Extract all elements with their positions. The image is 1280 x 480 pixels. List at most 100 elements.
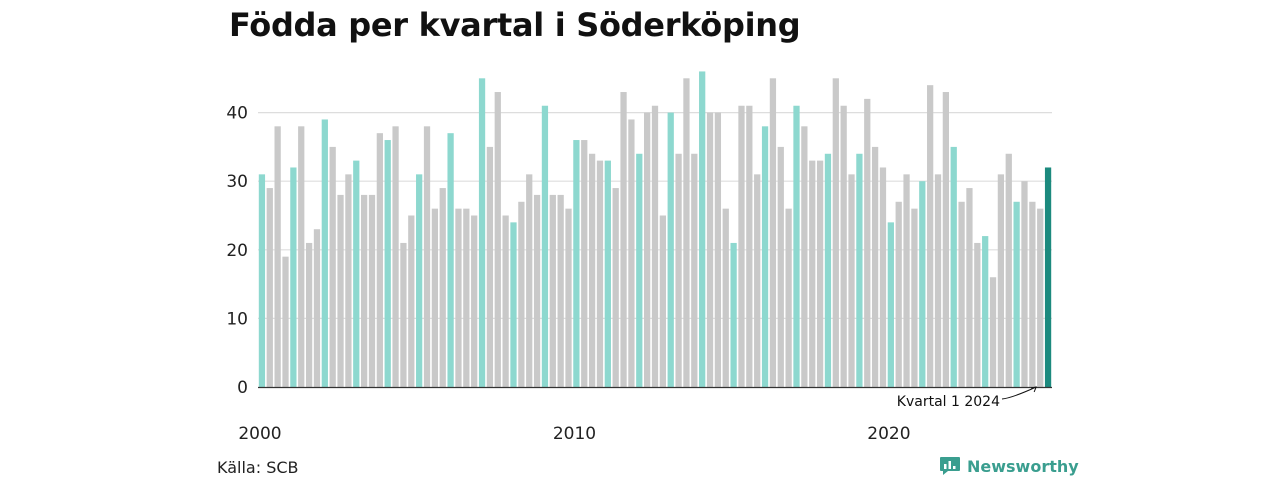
bar bbox=[691, 153, 698, 387]
bar bbox=[400, 242, 407, 387]
bar bbox=[644, 112, 651, 387]
bar bbox=[809, 160, 816, 387]
bars bbox=[258, 71, 1052, 388]
newsworthy-logo[interactable]: Newsworthy bbox=[939, 456, 1079, 476]
bar bbox=[777, 146, 784, 387]
bar bbox=[455, 208, 462, 387]
bar bbox=[989, 277, 997, 387]
bar bbox=[423, 126, 431, 387]
y-tick-label: 30 bbox=[226, 172, 248, 192]
bar bbox=[832, 78, 839, 388]
bar bbox=[730, 242, 737, 387]
annotation-arrowhead bbox=[1031, 386, 1037, 393]
bar bbox=[659, 215, 666, 387]
bar bbox=[1005, 153, 1012, 387]
bar bbox=[785, 208, 792, 387]
bar bbox=[856, 153, 863, 387]
bar bbox=[416, 174, 423, 387]
source-label: Källa: SCB bbox=[217, 458, 299, 477]
bar bbox=[604, 160, 611, 387]
bar bbox=[824, 153, 832, 387]
bar bbox=[596, 160, 604, 387]
bar bbox=[612, 188, 619, 387]
bar bbox=[840, 105, 847, 388]
bar bbox=[353, 160, 360, 387]
bar bbox=[1037, 208, 1044, 387]
bar bbox=[966, 188, 973, 387]
bar bbox=[361, 194, 368, 387]
x-tick-label: 2010 bbox=[553, 424, 596, 444]
bar bbox=[305, 242, 313, 387]
bar bbox=[974, 242, 981, 387]
bar bbox=[526, 174, 533, 387]
y-tick-label: 10 bbox=[226, 309, 248, 329]
bar bbox=[290, 167, 297, 387]
bar bbox=[864, 98, 871, 387]
bar bbox=[683, 78, 690, 388]
bar bbox=[384, 140, 391, 387]
bar bbox=[651, 105, 659, 388]
chart-title: Födda per kvartal i Söderköping bbox=[229, 6, 801, 44]
bar bbox=[887, 222, 894, 387]
annotation-label: Kvartal 1 2024 bbox=[897, 394, 1000, 410]
bar bbox=[636, 153, 643, 387]
x-tick-label: 2000 bbox=[238, 424, 281, 444]
bar bbox=[738, 105, 745, 388]
bar bbox=[1044, 167, 1052, 387]
y-tick-label: 0 bbox=[237, 378, 248, 398]
bar bbox=[1029, 201, 1036, 387]
bar bbox=[801, 126, 808, 387]
bar bbox=[958, 201, 965, 387]
bar bbox=[533, 194, 541, 387]
bar bbox=[667, 112, 674, 387]
bar bbox=[266, 188, 273, 387]
bar bbox=[329, 146, 336, 387]
bar bbox=[345, 174, 352, 387]
bar bbox=[754, 174, 761, 387]
bar bbox=[368, 194, 376, 387]
bar bbox=[950, 146, 957, 387]
y-tick-label: 20 bbox=[226, 241, 248, 261]
bar bbox=[761, 126, 769, 387]
bar bbox=[919, 181, 926, 387]
brand-name: Newsworthy bbox=[967, 456, 1079, 476]
bar bbox=[895, 201, 902, 387]
bar bbox=[502, 215, 509, 387]
bar bbox=[274, 126, 281, 387]
bar bbox=[934, 174, 942, 387]
bar bbox=[518, 201, 525, 387]
bar bbox=[675, 153, 682, 387]
bar bbox=[879, 167, 887, 387]
bar bbox=[298, 126, 305, 387]
bar bbox=[942, 92, 949, 388]
bar bbox=[746, 105, 753, 388]
bar bbox=[565, 208, 572, 387]
bar bbox=[549, 194, 556, 387]
bar bbox=[471, 215, 478, 387]
bar bbox=[769, 78, 777, 388]
bar bbox=[392, 126, 399, 387]
bar bbox=[927, 85, 934, 387]
x-tick-label: 2020 bbox=[867, 424, 910, 444]
bar bbox=[431, 208, 439, 387]
bar bbox=[478, 78, 486, 388]
annotation-arrow bbox=[1001, 386, 1037, 400]
bar bbox=[463, 208, 470, 387]
bar bbox=[258, 174, 266, 387]
bar bbox=[439, 188, 446, 387]
bar bbox=[282, 256, 289, 387]
bar bbox=[911, 208, 918, 387]
bar bbox=[510, 222, 517, 387]
bar bbox=[1021, 181, 1028, 387]
bar bbox=[337, 194, 344, 387]
bar bbox=[376, 133, 383, 387]
bar bbox=[982, 236, 989, 387]
bar bbox=[848, 174, 855, 387]
bar bbox=[871, 146, 879, 387]
bar bbox=[714, 112, 722, 387]
bar bbox=[699, 71, 706, 387]
bar bbox=[816, 160, 824, 387]
bar bbox=[581, 140, 588, 387]
bar bbox=[313, 229, 321, 387]
